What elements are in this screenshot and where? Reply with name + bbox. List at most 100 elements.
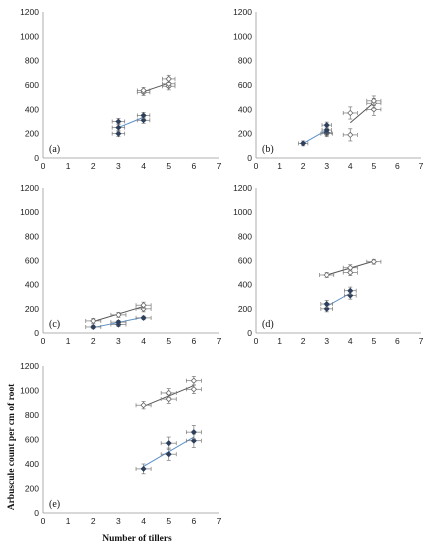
y-tick-label: 0 [34,328,39,338]
data-point [370,97,378,104]
x-tick-label: 6 [191,336,196,346]
data-point [90,323,97,330]
x-tick-label: 5 [166,161,171,171]
data-point [140,302,147,309]
trend-line [118,116,144,129]
y-tick-label: 600 [25,435,39,445]
x-tick-label: 0 [41,336,46,346]
data-point [347,264,354,271]
panel-label: (e) [49,499,60,510]
data-point [347,287,354,294]
panel-c: 0 200 400 600 800 1000 1200 0 1 2 3 4 5 6 7 (c) [20,183,222,346]
panel-b: 0 200 400 600 800 1000 1200 0 1 2 3 4 5 6 7 (b) [233,7,424,171]
x-tick-label: 4 [348,336,353,346]
x-tick-label: 1 [66,516,71,526]
series-filled [111,112,151,138]
y-tick-label: 400 [25,459,39,469]
panel-d: 0 200 400 600 800 1000 1200 0 1 2 3 4 5 6 7 (d) [233,183,424,346]
y-tick-label: 200 [25,484,39,494]
x-tick-label: 7 [419,336,424,346]
data-point [115,130,122,137]
trend-line [302,129,327,144]
data-point [347,131,354,139]
data-point [347,269,354,276]
x-tick-label: 7 [217,516,222,526]
data-point [370,258,378,265]
panel-label: (c) [49,319,60,330]
x-tick-label: 5 [371,161,376,171]
x-tick-label: 5 [166,336,171,346]
x-tick-label: 7 [217,161,222,171]
data-point [115,124,122,131]
x-tick-label: 1 [277,336,282,346]
y-tick-label: 200 [25,304,39,314]
x-tick-label: 4 [141,161,146,171]
x-tick-label: 1 [66,336,71,346]
y-tick-label: 200 [25,129,39,139]
x-tick-label: 0 [41,161,46,171]
series-open [320,95,382,142]
data-point [190,429,197,436]
trend-line [349,102,375,124]
y-tick-label: 600 [238,256,252,266]
y-tick-label: 800 [25,231,39,241]
x-tick-label: 1 [66,161,71,171]
data-point [300,140,307,147]
data-point [140,117,147,124]
x-tick-label: 3 [116,161,121,171]
y-tick-label: 800 [25,410,39,420]
data-point [165,75,172,83]
x-tick-label: 1 [277,161,282,171]
x-tick-label: 3 [116,336,121,346]
series-open [136,74,176,96]
y-tick-label: 200 [238,129,252,139]
x-tick-label: 2 [91,516,96,526]
y-tick-label: 1200 [233,7,252,17]
series-filled [320,286,357,313]
data-point [115,311,122,319]
data-point [140,87,147,94]
x-tick-label: 5 [371,336,376,346]
y-tick-label: 1000 [233,207,252,217]
y-tick-label: 0 [247,328,252,338]
x-tick-label: 6 [395,336,400,346]
x-tick-label: 2 [91,161,96,171]
data-point [323,126,330,134]
trend-line [326,292,351,307]
y-tick-label: 0 [247,153,252,163]
y-tick-label: 600 [25,80,39,90]
y-axis-title: Arbuscule count per cm of root [7,383,17,510]
y-tick-label: 0 [34,153,39,163]
x-tick-label: 4 [348,161,353,171]
y-tick-label: 0 [34,508,39,518]
data-point [165,440,172,447]
panel-label: (d) [262,319,274,330]
panel-a: 0 200 400 600 800 1000 1200 0 1 2 3 4 5 6 7 (a) [20,7,222,171]
data-point [165,395,172,403]
x-tick-label: 6 [191,516,196,526]
x-tick-label: 3 [324,161,329,171]
y-tick-label: 1200 [20,183,39,193]
x-tick-label: 7 [419,161,424,171]
x-tick-label: 5 [166,516,171,526]
x-tick-label: 2 [301,161,306,171]
y-tick-label: 800 [238,231,252,241]
y-tick-label: 400 [25,280,39,290]
data-point [347,109,354,117]
data-point [140,402,147,409]
data-point [190,377,198,384]
x-tick-label: 2 [301,336,306,346]
data-point [140,465,147,472]
panel-label: (b) [262,144,274,155]
x-tick-label: 2 [91,336,96,346]
x-tick-label: 0 [41,516,46,526]
data-point [190,437,197,444]
data-point [90,317,97,325]
x-axis-title: Number of tillers [102,534,172,544]
x-tick-label: 0 [254,336,259,346]
x-tick-label: 6 [395,161,400,171]
x-tick-label: 0 [254,161,259,171]
y-tick-label: 1000 [20,31,39,41]
y-tick-label: 1000 [20,386,39,396]
